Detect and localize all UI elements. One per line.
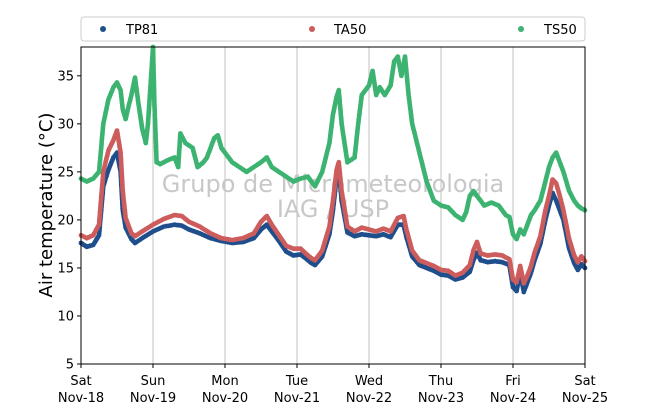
legend-marker-tp81 [100,26,106,32]
y-tick-label-2: 15 [57,261,74,276]
x-tick-day-1: Sun [141,374,166,389]
x-tick-day-2: Mon [211,374,238,389]
y-tick-label-0: 5 [66,358,74,373]
x-tick-day-3: Tue [285,374,308,389]
legend-label-ts50: TS50 [543,23,577,38]
points-layer [78,44,588,295]
y-axis-label: Air temperature (°C) [36,113,57,298]
x-tick-date-4: Nov-22 [346,391,392,406]
y-tick-label-1: 10 [57,309,74,324]
x-tick-day-4: Wed [355,374,383,389]
x-tick-date-3: Nov-21 [274,391,320,406]
x-tick-date-5: Nov-23 [418,391,464,406]
x-tick-day-0: Sat [70,374,91,389]
y-tick-label-5: 30 [57,117,74,132]
x-tick-day-5: Thu [428,374,453,389]
x-tick-day-6: Fri [505,374,521,389]
plot-frame [80,46,586,365]
x-tick-date-7: Nov-25 [562,391,608,406]
y-tick-label-4: 25 [57,165,74,180]
legend-box [80,16,586,42]
x-tick-date-2: Nov-20 [202,391,248,406]
legend: TP81 TA50 TS50 [80,16,586,42]
x-tick-date-6: Nov-24 [490,391,536,406]
legend-marker-ta50 [309,26,315,32]
series-ts50 [78,44,588,242]
y-axis: 5 10 15 20 25 30 35 [57,69,81,373]
series-ta50 [78,128,588,286]
x-axis: Sat Nov-18 Sun Nov-19 Mon Nov-20 Tue Nov-21 Wed N… [58,364,608,406]
legend-label-tp81: TP81 [125,23,158,38]
y-tick-label-6: 35 [57,69,74,84]
legend-label-ta50: TA50 [333,23,366,38]
legend-marker-ts50 [518,26,524,32]
x-tick-day-7: Sat [574,374,595,389]
x-tick-date-1: Nov-19 [130,391,176,406]
x-tick-date-0: Nov-18 [58,391,104,406]
y-tick-label-3: 20 [57,213,74,228]
